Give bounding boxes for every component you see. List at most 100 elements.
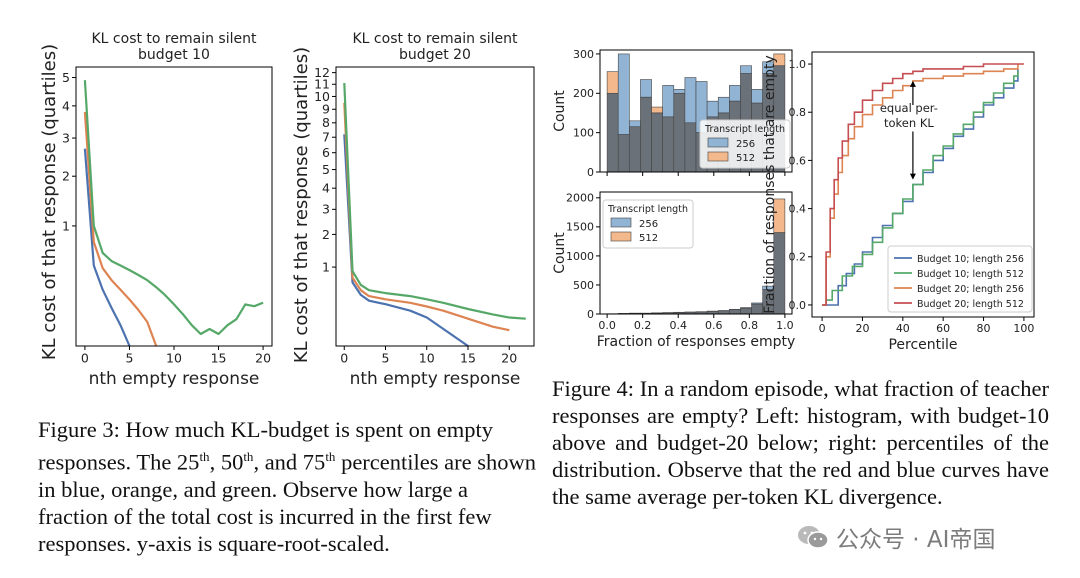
y-tick-label: 1500 xyxy=(566,221,594,234)
series-line-orange xyxy=(343,102,510,332)
x-tick-label: 0 xyxy=(819,322,826,335)
legend-label: 512 xyxy=(736,153,755,164)
histogram-budget10: 0 100 200 300 Count Transcript length 256 512 xyxy=(552,48,793,179)
x-axis-label: nth empty response xyxy=(89,369,260,389)
hist-bar-top xyxy=(706,100,719,118)
series-line-orange xyxy=(822,64,1019,306)
x-tick-label: 15 xyxy=(460,351,476,366)
x-tick-label: 1.0 xyxy=(776,319,794,332)
y-tick-label: 0.0 xyxy=(789,299,807,312)
y-tick-label: 12 xyxy=(314,65,330,80)
x-tick-label: 15 xyxy=(211,351,227,366)
hist-bar-top xyxy=(717,96,730,114)
watermark: 公众号 · AI帝国 xyxy=(796,520,995,554)
hist-bar-top xyxy=(729,85,741,102)
hist-bar-top xyxy=(662,85,675,118)
percentiles-frame xyxy=(811,51,1035,318)
hist-bar-top xyxy=(606,71,619,94)
kl20-frame xyxy=(335,66,535,347)
x-tick-label: 20 xyxy=(855,322,869,335)
legend-title: Transcript length xyxy=(704,124,785,135)
series-line-blue xyxy=(343,134,469,347)
watermark-text: 公众号 · AI帝国 xyxy=(836,527,996,553)
x-tick-label: 5 xyxy=(382,351,390,366)
x-tick-label: 80 xyxy=(977,322,991,335)
legend-label: 512 xyxy=(639,233,658,244)
x-tick-label: 0.0 xyxy=(598,319,616,332)
figure-3-charts: KL cost of that response (quartiles) KL … xyxy=(39,31,535,389)
hist-bar-overlap xyxy=(617,134,630,173)
hist-bar-top xyxy=(684,77,697,124)
chart-title: budget 20 xyxy=(399,47,471,63)
hist-bar-top xyxy=(651,106,663,114)
y-tick-label: 1000 xyxy=(566,250,594,263)
series-line-orange xyxy=(83,111,158,347)
y-tick-label: 10 xyxy=(314,89,330,104)
x-tick-label: 10 xyxy=(419,351,435,366)
x-tick-label: 0 xyxy=(340,351,348,366)
chart-title: budget 10 xyxy=(138,47,210,63)
x-tick-label: 0.2 xyxy=(634,319,652,332)
fig3-shared-ylabel: KL cost of that response (quartiles) xyxy=(39,44,60,360)
hist-bar-overlap xyxy=(651,112,663,173)
y-tick-label: 6 xyxy=(322,145,330,160)
x-axis-label: Percentile xyxy=(888,337,957,353)
hist-bar-overlap xyxy=(606,92,619,173)
y-tick-label: 0.2 xyxy=(789,251,807,264)
legend-box xyxy=(887,245,1033,313)
hist-bar-overlap xyxy=(662,116,675,173)
series-line-red xyxy=(822,63,1024,306)
hist-bar-overlap xyxy=(684,122,697,173)
y-tick-label: 5 xyxy=(322,162,330,177)
y-axis-label: Count xyxy=(552,90,568,132)
hist-bar-top xyxy=(751,89,763,104)
y-tick-label: 500 xyxy=(573,279,594,292)
histogram-budget20: 0 500 1000 1500 2000 0.0 0.2 0.4 0.6 0.8 1.0 Count F… xyxy=(552,191,796,350)
legend-title: Transcript length xyxy=(607,204,688,215)
y-tick-label: 7 xyxy=(322,130,330,145)
x-tick-label: 0.8 xyxy=(741,319,759,332)
y-tick-label: 1 xyxy=(62,218,70,233)
legend-swatch-hist_orange xyxy=(707,151,729,162)
hist-bar-top xyxy=(673,89,686,94)
x-tick-label: 20 xyxy=(255,351,271,366)
x-tick-label: 0.4 xyxy=(669,319,687,332)
y-tick-label: 4 xyxy=(322,181,330,196)
hist-bar-top xyxy=(629,120,641,128)
hist10-frame xyxy=(599,49,793,173)
chart-title: KL cost to remain silent xyxy=(353,31,518,47)
legend-swatch-hist_blue xyxy=(707,137,729,148)
wechat-icon xyxy=(798,526,829,549)
x-tick-label: 40 xyxy=(896,322,910,335)
x-tick-label: 20 xyxy=(501,351,517,366)
annotation-text: token KL xyxy=(884,116,934,130)
x-axis-label: nth empty response xyxy=(350,369,521,389)
legend-label: Budget 10; length 512 xyxy=(917,269,1024,280)
y-tick-label: 3 xyxy=(322,202,330,217)
x-tick-label: 10 xyxy=(166,351,182,366)
y-tick-label: 300 xyxy=(573,48,594,61)
x-axis-label: Fraction of responses empty xyxy=(597,334,796,350)
fig3-shared-ylabel-right: KL cost of that response (quartiles) xyxy=(291,47,312,363)
y-tick-label: 0.8 xyxy=(789,106,807,119)
annotation-arrowhead xyxy=(909,80,916,87)
legend-swatch-hist_blue xyxy=(610,217,632,228)
y-tick-label: 1.0 xyxy=(789,58,807,71)
y-tick-label: 2 xyxy=(62,169,70,184)
annotation-arrowhead xyxy=(909,173,916,180)
legend-swatch-hist_orange xyxy=(610,231,632,242)
hist20-frame xyxy=(599,191,793,315)
y-tick-label: 200 xyxy=(573,87,594,100)
y-tick-label: 5 xyxy=(62,70,70,85)
percentile-chart: 0.0 0.2 0.4 0.6 0.8 1.0 0 20 40 60 80 100 Fraction o… xyxy=(762,51,1035,353)
y-tick-label: 2 xyxy=(322,227,330,242)
series-line-green xyxy=(343,83,526,320)
series-line-blue xyxy=(83,148,131,347)
x-tick-label: 60 xyxy=(936,322,950,335)
figure-3-caption: Figure 3: How much KL-budget is spent on… xyxy=(38,417,536,556)
y-tick-label: 0.6 xyxy=(789,154,807,167)
y-tick-label: 8 xyxy=(322,115,330,130)
